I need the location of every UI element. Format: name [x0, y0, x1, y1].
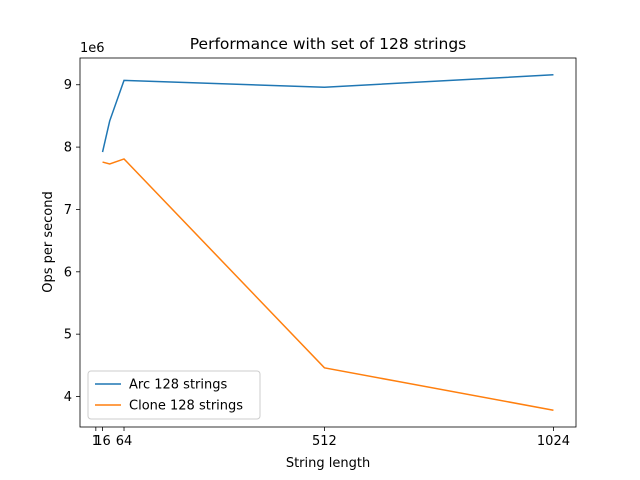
- legend-label: Clone 128 strings: [129, 399, 243, 414]
- y-tick-label: 7: [64, 203, 72, 218]
- x-axis-label: String length: [286, 456, 370, 471]
- y-tick-label: 5: [64, 328, 72, 343]
- series-line: [101, 74, 554, 153]
- x-tick-label: 64: [116, 434, 133, 449]
- axes-frame: [79, 57, 577, 428]
- x-tick-label: 1024: [537, 434, 570, 449]
- legend-label: Arc 128 strings: [129, 378, 227, 393]
- y-axis-label: Ops per second: [41, 191, 56, 292]
- chart-title: Performance with set of 128 strings: [190, 35, 467, 53]
- x-tick-label: 16: [94, 434, 111, 449]
- legend-box: [87, 370, 261, 420]
- series-line: [102, 158, 554, 411]
- x-tick-label: 512: [312, 434, 337, 449]
- y-offset-label: 1e6: [80, 41, 105, 56]
- legend: Arc 128 strings Clone 128 strings: [87, 370, 261, 420]
- y-tick-label: 8: [64, 141, 72, 156]
- y-tick-label: 9: [64, 78, 72, 93]
- x-tick-label: 1: [92, 434, 100, 449]
- y-tick-label: 4: [64, 390, 72, 405]
- y-tick-label: 6: [64, 265, 72, 280]
